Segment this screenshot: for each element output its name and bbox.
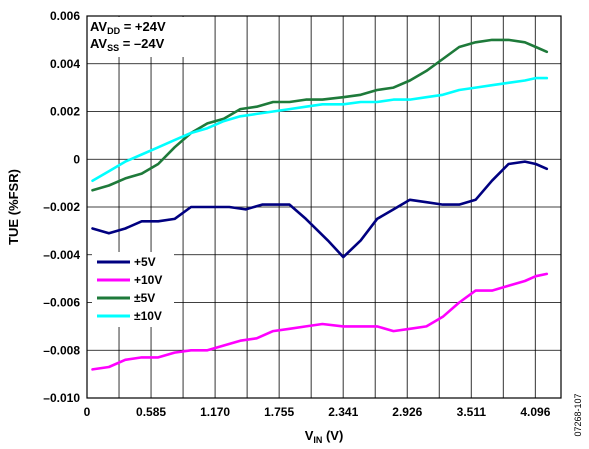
figure-id: 07268-107 (573, 393, 583, 436)
x-tick-label: 1.170 (200, 405, 230, 419)
series-line (91, 160, 549, 259)
x-tick-label: 0 (84, 405, 91, 419)
legend: +5V +10V ±5V ±10V (92, 252, 174, 327)
series-line (91, 38, 549, 192)
y-tick-label: 0.002 (50, 105, 80, 119)
y-tick-label: –0.004 (43, 248, 80, 262)
plot-frame (86, 15, 562, 399)
legend-label: ±5V (134, 291, 155, 305)
conditions-box: AVDD = +24V AVSS = –24V (88, 17, 208, 57)
legend-label: +10V (134, 273, 162, 287)
y-tick-label: 0 (73, 152, 80, 166)
y-tick-label: 0.006 (50, 9, 80, 23)
x-tick-label: 1.755 (264, 405, 294, 419)
condition-avdd: AVDD = +24V (90, 19, 166, 36)
x-axis-title: VIN (V) (305, 428, 344, 445)
conditions-background (88, 17, 208, 57)
grid-lines (87, 15, 561, 399)
x-tick-label: 2.926 (392, 405, 422, 419)
y-tick-label: 0.004 (50, 57, 80, 71)
series-line (91, 76, 549, 182)
series-line (91, 272, 549, 371)
y-tick-label: –0.010 (43, 391, 80, 405)
data-series (91, 38, 549, 371)
x-tick-label: 3.511 (457, 405, 487, 419)
x-tick-label: 0.585 (136, 405, 166, 419)
y-tick-label: –0.006 (43, 296, 80, 310)
x-tick-label: 4.096 (520, 405, 550, 419)
x-tick-label: 2.341 (328, 405, 358, 419)
y-tick-label: –0.002 (43, 200, 80, 214)
legend-label: ±10V (134, 309, 162, 323)
y-tick-labels: 0.006 0.004 0.002 0 –0.002 –0.004 –0.006 –0.008… (43, 9, 80, 405)
legend-label: +5V (134, 255, 156, 269)
y-axis-title: TUE (%FSR) (6, 169, 21, 245)
x-tick-labels: 0 0.585 1.170 1.755 2.341 2.926 3.511 4.096 (84, 405, 551, 419)
y-tick-label: –0.008 (43, 343, 80, 357)
condition-avss: AVSS = –24V (90, 36, 165, 53)
